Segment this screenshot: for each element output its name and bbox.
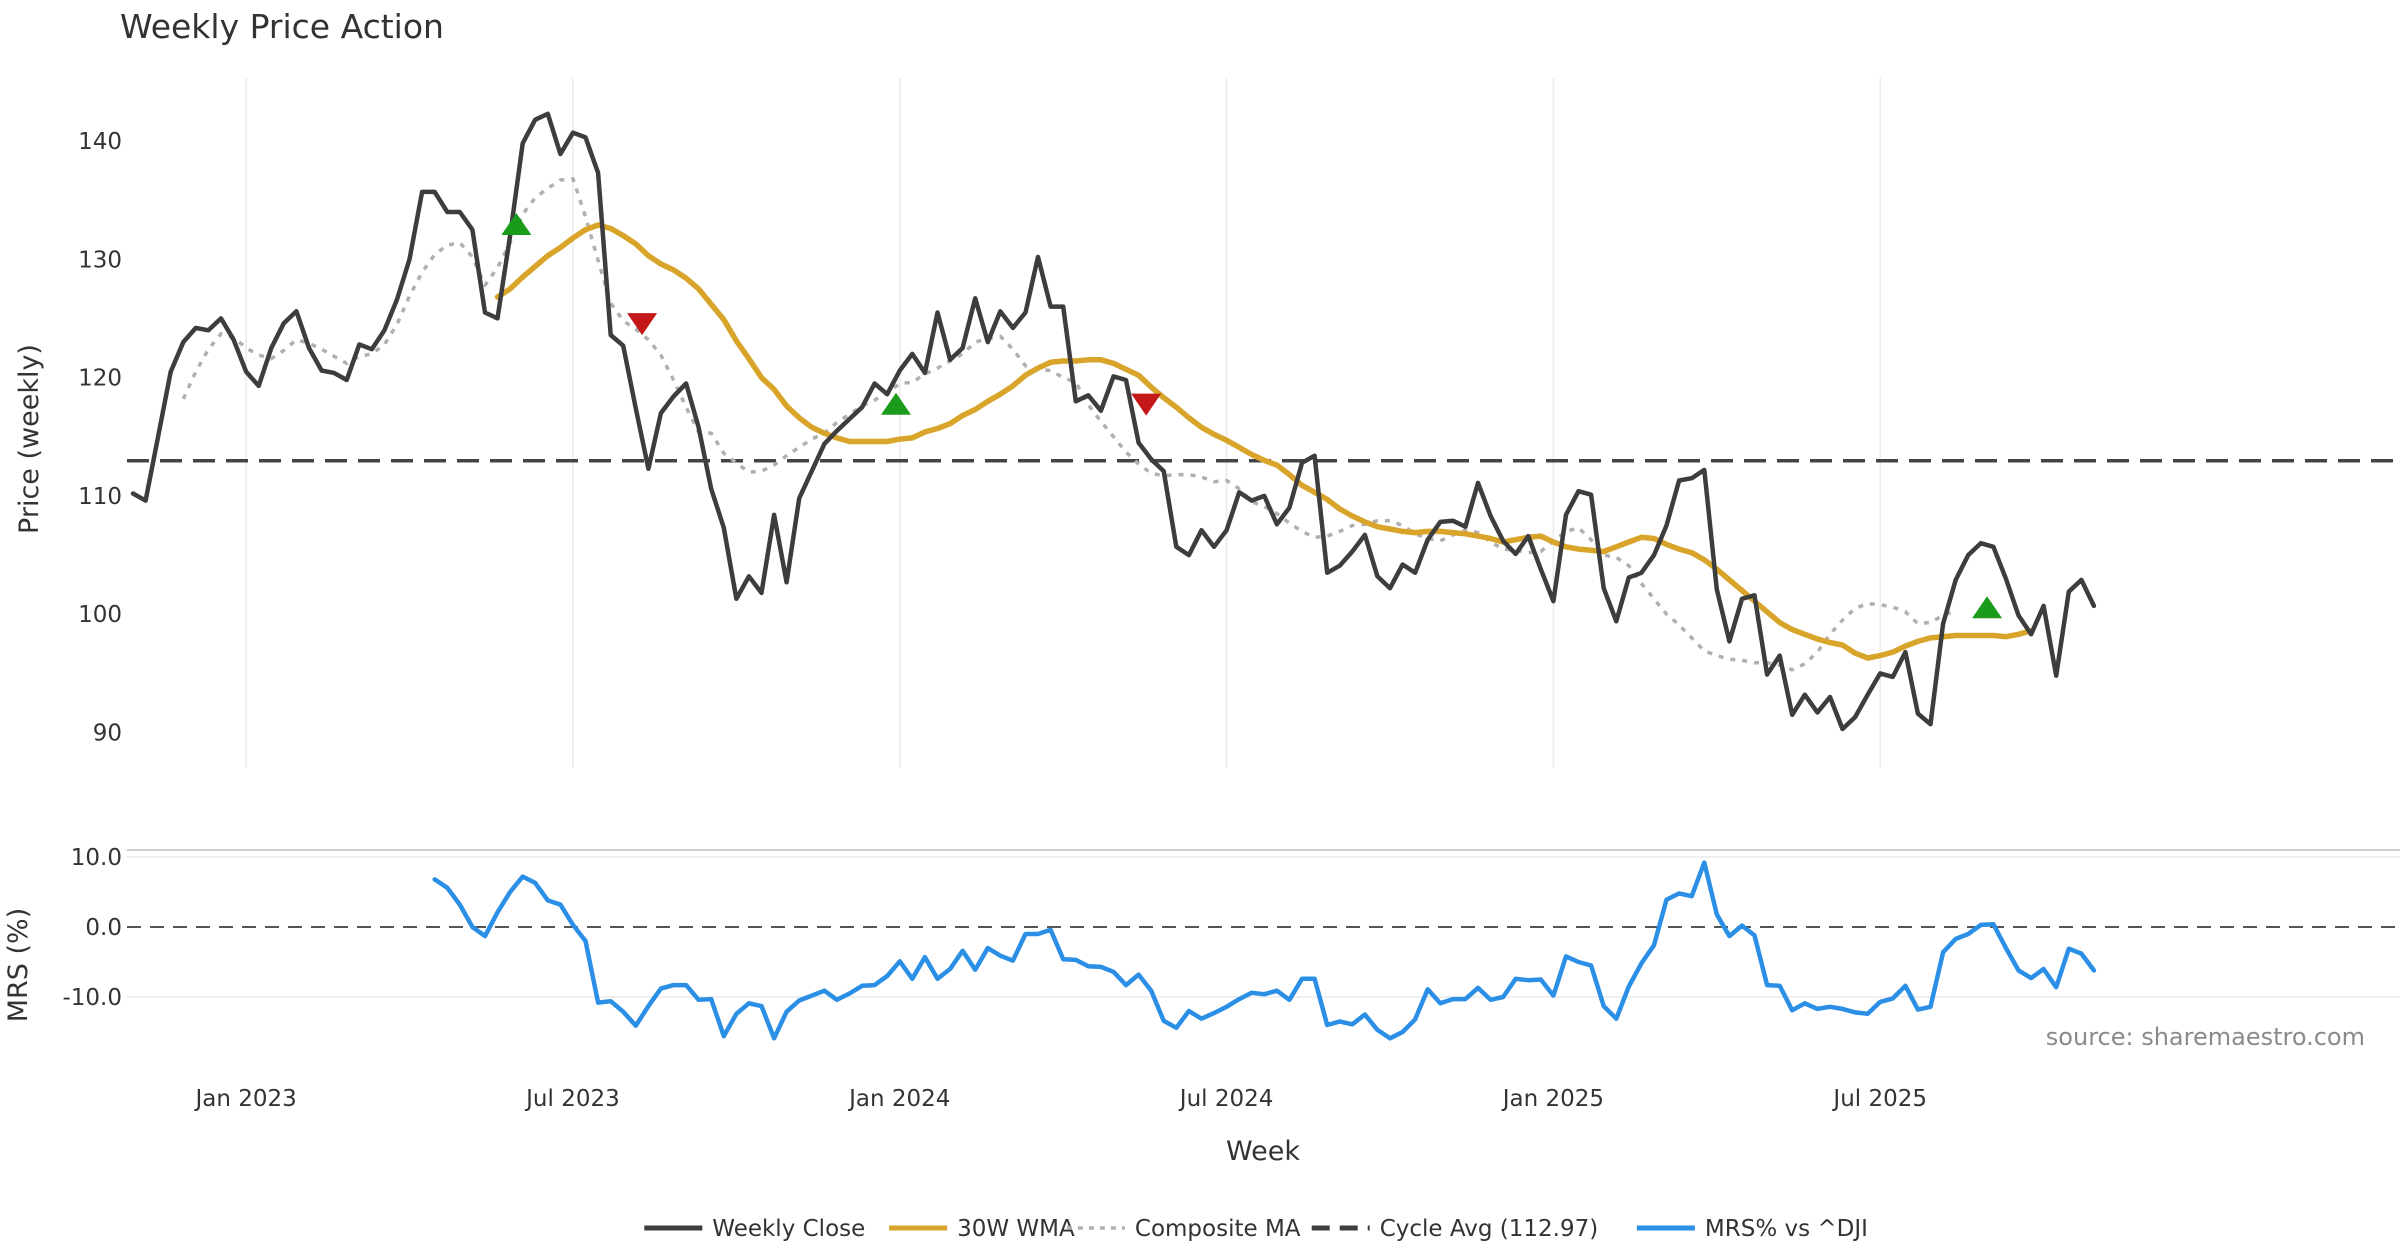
sell-signal-marker [1131, 393, 1162, 416]
mrs-y-axis-label: MRS (%) [3, 908, 34, 1023]
x-tick-label: Jul 2024 [1178, 1086, 1274, 1112]
x-tick-label: Jan 2024 [847, 1086, 950, 1112]
sell-signal-marker [627, 313, 658, 336]
buy-signal-marker [880, 392, 911, 415]
weekly-close-line [130, 111, 2097, 732]
price-gridlines [245, 78, 1881, 768]
30w-wma-line [494, 222, 2034, 661]
mrs-line [432, 860, 2097, 1041]
mrs-y-axis: -10.0 0.0 10.0 [62, 845, 122, 1011]
x-axis-label: Week [1226, 1136, 1300, 1167]
mrs-y-tick-label: 10.0 [71, 845, 122, 871]
price-series-group [130, 111, 2097, 732]
price-y-tick-label: 110 [78, 484, 122, 510]
mrs-gridlines [127, 856, 2400, 998]
price-y-tick-label: 120 [78, 366, 122, 392]
source-credit: source: sharemaestro.com [2046, 1023, 2365, 1051]
price-y-tick-label: 140 [78, 129, 122, 155]
price-y-tick-label: 90 [93, 721, 122, 747]
composite-ma-line [181, 177, 1957, 672]
x-tick-label: Jan 2023 [193, 1086, 296, 1112]
x-tick-label: Jul 2025 [1831, 1086, 1927, 1112]
signal-markers [501, 212, 2003, 619]
chart-title: Weekly Price Action [120, 7, 444, 46]
legend-label: Weekly Close [712, 1216, 865, 1242]
legend-label: MRS% vs ^DJI [1705, 1216, 1868, 1242]
x-tick-label: Jan 2025 [1501, 1086, 1604, 1112]
buy-signal-marker [501, 212, 532, 235]
price-y-axis-label: Price (weekly) [14, 344, 45, 534]
legend-label: Cycle Avg (112.97) [1380, 1216, 1599, 1242]
mrs-series-group [432, 860, 2097, 1041]
mrs-y-tick-label: -10.0 [62, 985, 122, 1011]
mrs-panel: -10.0 0.0 10.0 MRS (%) source: sharemaestr… [3, 845, 2400, 1051]
mrs-y-tick-label: 0.0 [85, 915, 122, 941]
legend-label: Composite MA [1135, 1216, 1301, 1242]
price-y-tick-label: 100 [78, 602, 122, 628]
price-panel: 90 100 110 120 130 140 Price (weekly) [14, 78, 2400, 768]
price-y-tick-label: 130 [78, 247, 122, 273]
x-axis: Jan 2023 Jul 2023 Jan 2024 Jul 2024 Jan 2025… [193, 1086, 1927, 1112]
price-y-axis: 90 100 110 120 130 140 [78, 129, 122, 747]
legend: Weekly Close 30W WMA Composite MA Cycle Avg… [644, 1216, 1868, 1242]
buy-signal-marker [1972, 596, 2003, 619]
legend-label: 30W WMA [957, 1216, 1075, 1242]
x-tick-label: Jul 2023 [524, 1086, 620, 1112]
